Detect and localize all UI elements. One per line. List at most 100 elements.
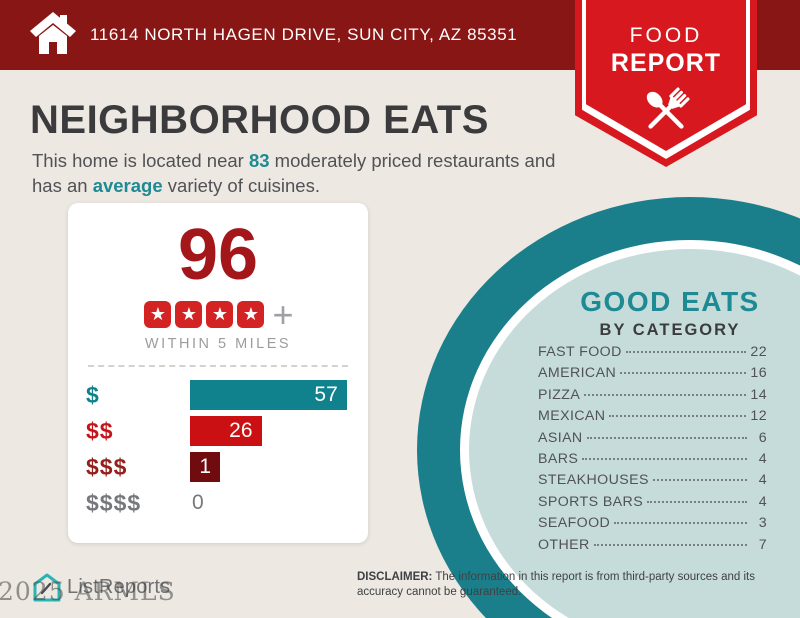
category-name: BARS bbox=[538, 450, 579, 467]
list-item: ASIAN 6 bbox=[538, 430, 767, 451]
category-name: SPORTS BARS bbox=[538, 493, 644, 510]
category-count: 4 bbox=[758, 450, 767, 467]
stars-row: ★ ★ ★ ★ + bbox=[68, 293, 368, 335]
bar-fill: 57 bbox=[190, 380, 347, 410]
bar-value: 1 bbox=[199, 455, 211, 478]
summary-part2: moderately priced restaurants and bbox=[269, 150, 556, 171]
bar-label: $$$ bbox=[86, 453, 128, 480]
restaurant-count: 83 bbox=[248, 150, 270, 171]
bar-label: $$ bbox=[86, 417, 114, 444]
good-eats-header: GOOD EATS BY CATEGORY bbox=[505, 286, 800, 340]
disclaimer-line1: The information in this report is from t… bbox=[432, 571, 755, 583]
category-count: 22 bbox=[750, 344, 767, 360]
category-count: 4 bbox=[758, 472, 767, 489]
category-count: 7 bbox=[758, 536, 767, 553]
category-name: OTHER bbox=[538, 536, 590, 553]
ribbon-title: FOOD REPORT bbox=[575, 24, 757, 78]
bar-value: 26 bbox=[229, 419, 253, 442]
category-name: FAST FOOD bbox=[538, 344, 622, 360]
radius-label: WITHIN 5 MILES bbox=[144, 336, 292, 352]
list-item: SPORTS BARS 4 bbox=[538, 494, 767, 515]
house-icon bbox=[30, 11, 76, 59]
dotted-leader bbox=[614, 522, 747, 525]
list-item: OTHER 7 bbox=[538, 537, 767, 558]
dotted-leader bbox=[582, 457, 747, 460]
star-icon: ★ bbox=[144, 300, 172, 328]
dotted-leader bbox=[652, 479, 747, 482]
good-eats-subtitle: BY CATEGORY bbox=[599, 321, 741, 339]
bar-label: $$$$ bbox=[86, 489, 142, 516]
bar-track: 26 bbox=[190, 416, 368, 446]
category-count: 12 bbox=[750, 408, 767, 425]
category-name: STEAKHOUSES bbox=[538, 472, 649, 489]
category-list: FAST FOOD 22 AMERICAN 16 PIZZA 14 MEXICAN 12… bbox=[538, 344, 767, 558]
bar-track: 0 bbox=[190, 488, 368, 518]
dotted-leader bbox=[584, 393, 747, 396]
bar-track: 57 bbox=[190, 380, 368, 410]
bar-value: 57 bbox=[314, 383, 338, 406]
page-title: NEIGHBORHOOD EATS bbox=[30, 98, 489, 142]
plus-icon: + bbox=[272, 293, 294, 335]
bar-track: 1 bbox=[190, 452, 368, 482]
dotted-leader bbox=[586, 436, 747, 439]
list-item: BARS 4 bbox=[538, 451, 767, 472]
summary-part4: variety of cuisines. bbox=[162, 174, 320, 196]
star-rating: ★ ★ ★ ★ bbox=[142, 300, 266, 328]
list-item: SEAFOOD 3 bbox=[538, 515, 767, 536]
listreports-logo: ListReports bbox=[33, 570, 170, 604]
list-item: FAST FOOD 22 bbox=[538, 344, 767, 365]
list-item: AMERICAN 16 bbox=[538, 365, 767, 386]
category-count: 16 bbox=[750, 365, 767, 382]
bar-value: 0 bbox=[192, 491, 204, 514]
price-tier-bar-chart: $ 57 $$ 26 $$$ 1 $$$$ 0 bbox=[68, 380, 368, 518]
food-report-ribbon: FOOD REPORT bbox=[575, 0, 757, 167]
ribbon-line1: FOOD bbox=[629, 24, 703, 47]
ribbon-line2: REPORT bbox=[610, 49, 722, 77]
category-count: 3 bbox=[758, 515, 767, 532]
dashed-divider bbox=[88, 365, 348, 367]
dotted-leader bbox=[625, 351, 747, 353]
disclaimer-text: DISCLAIMER: The information in this repo… bbox=[357, 570, 791, 600]
summary-part1: This home is located near bbox=[32, 150, 249, 171]
listreports-house-icon bbox=[33, 573, 61, 601]
list-item: MEXICAN 12 bbox=[538, 408, 767, 429]
bar-label: $ bbox=[86, 381, 100, 408]
star-icon: ★ bbox=[237, 300, 265, 328]
bar-row-price4: $$$$ 0 bbox=[86, 488, 368, 518]
category-count: 4 bbox=[758, 493, 767, 510]
summary-part3: has an bbox=[32, 174, 93, 196]
logo-text: ListReports bbox=[67, 575, 171, 598]
bar-fill: 0 bbox=[190, 488, 368, 518]
bar-fill: 26 bbox=[190, 416, 262, 446]
category-name: PIZZA bbox=[538, 386, 581, 403]
dotted-leader bbox=[609, 415, 747, 418]
list-item: PIZZA 14 bbox=[538, 387, 767, 408]
category-name: MEXICAN bbox=[538, 408, 606, 425]
star-icon: ★ bbox=[206, 300, 234, 328]
variety-highlight: average bbox=[92, 174, 163, 196]
dotted-leader bbox=[620, 372, 747, 375]
bar-row-price1: $ 57 bbox=[86, 380, 368, 410]
property-address: 11614 NORTH HAGEN DRIVE, SUN CITY, AZ 85… bbox=[90, 25, 518, 44]
dotted-leader bbox=[593, 543, 747, 546]
summary-text: This home is located near 83 moderately … bbox=[32, 149, 592, 198]
bar-row-price3: $$$ 1 bbox=[86, 452, 368, 482]
category-name: SEAFOOD bbox=[538, 515, 611, 532]
mls-watermark: 2025 ARMLS bbox=[0, 577, 176, 606]
disclaimer-line2: accuracy cannot be guaranteed. bbox=[357, 586, 522, 599]
spoon-fork-icon bbox=[639, 84, 693, 143]
disclaimer-label: DISCLAIMER: bbox=[357, 571, 433, 583]
category-name: ASIAN bbox=[538, 429, 583, 446]
list-item: STEAKHOUSES 4 bbox=[538, 472, 767, 493]
dotted-leader bbox=[647, 500, 747, 503]
bar-fill: 1 bbox=[190, 452, 220, 482]
star-icon: ★ bbox=[175, 300, 203, 328]
score-card: 96 ★ ★ ★ ★ + WITHIN 5 MILES $ 57 $$ 26 $$$ bbox=[68, 203, 368, 543]
category-name: AMERICAN bbox=[538, 365, 617, 382]
category-count: 14 bbox=[750, 386, 767, 403]
good-eats-title: GOOD EATS bbox=[580, 286, 760, 317]
category-count: 6 bbox=[758, 429, 767, 446]
bar-row-price2: $$ 26 bbox=[86, 416, 368, 446]
restaurant-score: 96 bbox=[177, 215, 259, 295]
